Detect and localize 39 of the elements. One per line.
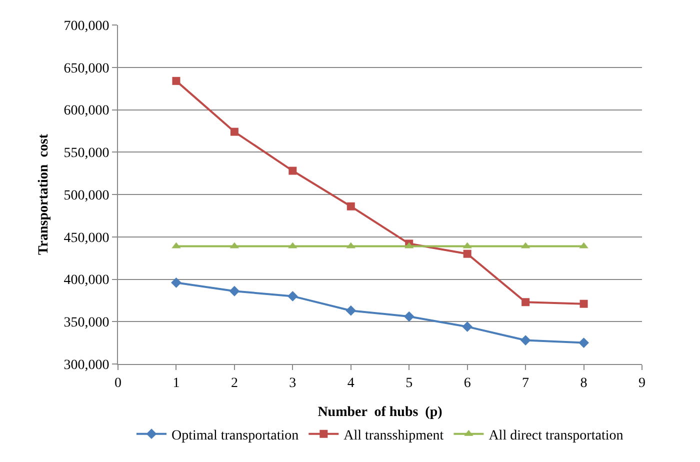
point (230, 128, 238, 136)
x-tick-label: 3 (289, 376, 296, 391)
y-tick-label: 400,000 (64, 273, 110, 288)
x-tick-label: 4 (347, 376, 354, 391)
x-tick-label: 7 (522, 376, 530, 391)
y-axis-title: Transportation cost (36, 134, 52, 256)
x-tick-label: 0 (114, 376, 122, 391)
x-tick-label: 6 (464, 376, 471, 391)
point (288, 166, 297, 175)
point (580, 300, 588, 308)
point (346, 305, 356, 316)
point (520, 335, 531, 346)
legend-label: Optimal transportation (172, 428, 299, 444)
legend-label: All transshipment (344, 428, 444, 444)
x-axis-title: Number of hubs (p) (318, 405, 443, 420)
y-tick-label: 500,000 (64, 188, 110, 204)
x-tick-label: 9 (638, 376, 646, 391)
point (462, 322, 473, 332)
point (346, 202, 355, 210)
y-tick-label: 300,000 (64, 358, 110, 373)
y-tick-label: 600,000 (64, 104, 110, 119)
x-tick-label: 8 (580, 376, 588, 391)
point (172, 76, 180, 85)
point (229, 286, 240, 296)
point (578, 338, 589, 348)
point (522, 298, 530, 306)
x-tick-label: 1 (172, 376, 180, 391)
point (404, 311, 414, 322)
y-tick-label: 450,000 (64, 230, 110, 246)
point (463, 250, 472, 258)
x-tick-label: 2 (230, 376, 238, 391)
legend-label: All direct transportation (488, 428, 624, 444)
x-tick-label: 5 (406, 376, 413, 391)
y-tick-label: 650,000 (64, 61, 110, 76)
y-tick-label: 350,000 (64, 316, 110, 331)
y-tick-label: 550,000 (64, 146, 110, 162)
point (287, 291, 298, 302)
y-tick-label: 700,000 (64, 18, 110, 34)
point (171, 277, 182, 288)
